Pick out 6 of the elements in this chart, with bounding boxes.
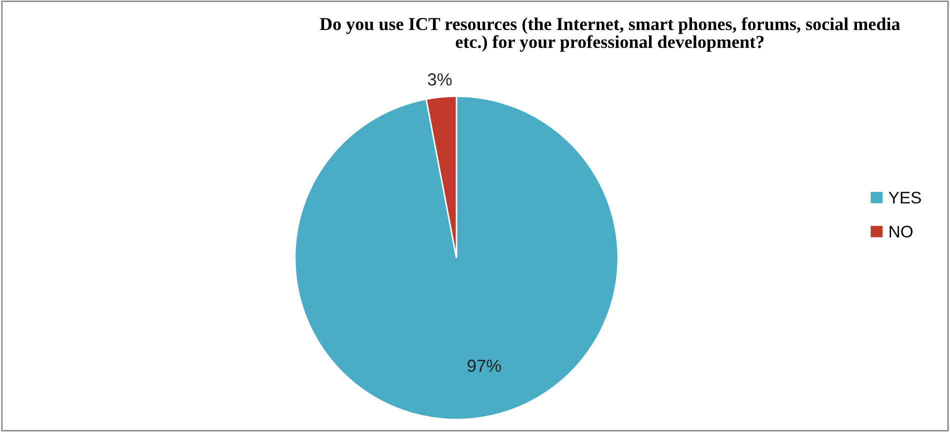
chart-title: Do you use ICT resources (the Internet, smart phones, forums, social media etc.) for your professional development?	[320, 17, 900, 52]
pie-slice	[294, 96, 619, 420]
legend-label: YES	[888, 192, 921, 204]
data-label: 97%	[468, 360, 501, 372]
legend-label: NO	[890, 226, 913, 238]
data-label: 3%	[428, 73, 452, 86]
